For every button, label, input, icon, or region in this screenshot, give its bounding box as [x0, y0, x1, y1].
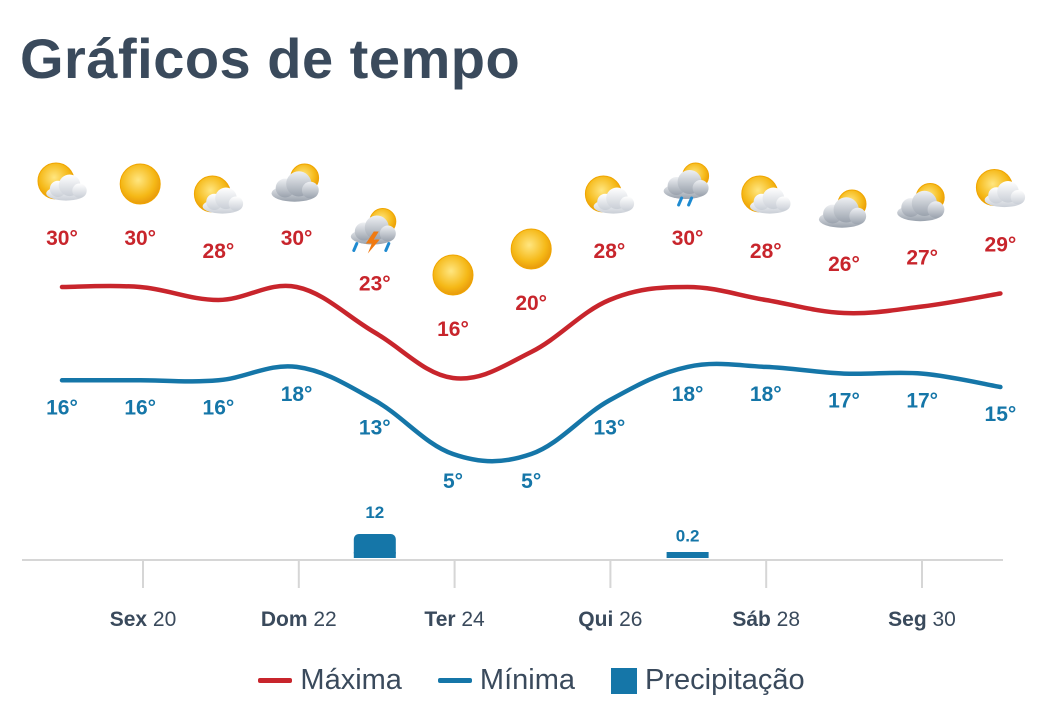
chart-legend: Máxima Mínima Precipitação — [0, 664, 1063, 697]
max-temp-label: 30° — [281, 227, 313, 250]
legend-swatch-precip — [611, 667, 637, 694]
min-temp-label: 17° — [906, 390, 938, 413]
max-temp-label: 28° — [203, 240, 235, 263]
max-temp-label: 30° — [124, 227, 156, 250]
legend-swatch-min — [437, 678, 472, 683]
partly-sunny-icon — [584, 175, 635, 214]
min-temp-label: 18° — [281, 383, 313, 406]
legend-label-min: Mínima — [479, 664, 575, 696]
sun-icon — [510, 228, 552, 270]
min-temp-label: 16° — [124, 396, 156, 419]
sun-icon — [119, 163, 161, 205]
max-temp-label: 30° — [46, 227, 78, 250]
min-temp-label: 13° — [359, 416, 391, 439]
legend-swatch-max — [258, 678, 293, 683]
x-tick-label: Ter 24 — [424, 608, 485, 631]
partly-sunny-icon — [193, 175, 244, 214]
series-line-max — [59, 283, 1003, 381]
sun-icon — [432, 254, 474, 296]
precip-bar-base — [666, 552, 709, 558]
min-temp-label: 16° — [46, 396, 78, 419]
partly-sunny-icon — [741, 175, 791, 214]
min-temp-label: 5° — [443, 470, 463, 493]
rain-icon — [663, 162, 710, 207]
mostly-cloudy-icon — [818, 189, 867, 228]
max-temp-label: 26° — [828, 253, 860, 276]
max-temp-label: 28° — [750, 240, 782, 263]
legend-item-min[interactable]: Mínima — [437, 664, 575, 697]
legend-label-precip: Precipitação — [645, 664, 805, 696]
series-line-min — [59, 361, 1003, 464]
page-title: Gráficos de tempo — [20, 27, 521, 90]
precip-bar-base — [353, 552, 396, 558]
partly-sunny-icon — [37, 162, 87, 201]
precip-label: 12 — [365, 503, 384, 522]
min-temp-label: 17° — [828, 390, 860, 413]
max-temp-label: 16° — [437, 318, 469, 341]
min-temp-label: 18° — [672, 383, 704, 406]
min-temp-label: 15° — [985, 403, 1017, 426]
x-tick-label: Seg 30 — [888, 608, 956, 631]
mostly-cloudy-icon — [897, 183, 945, 222]
precip-label: 0.2 — [676, 527, 700, 546]
mostly-cloudy-icon — [271, 163, 320, 202]
max-temp-label: 23° — [359, 273, 391, 296]
max-temp-label: 20° — [515, 292, 547, 315]
max-temp-label: 28° — [594, 240, 626, 263]
max-temp-label: 29° — [985, 234, 1017, 257]
x-tick-label: Qui 26 — [578, 608, 642, 631]
thunderstorm-icon — [350, 208, 397, 254]
partly-sunny-icon — [975, 169, 1026, 208]
min-temp-label: 13° — [594, 416, 626, 439]
x-tick-label: Dom 22 — [261, 608, 337, 631]
min-temp-label: 5° — [521, 470, 541, 493]
legend-label-max: Máxima — [300, 664, 402, 696]
weather-chart: Sex 20 Dom 22 Ter 24 Qui 26 Sáb 28 Seg 30 12 0… — [22, 162, 1026, 631]
legend-item-max[interactable]: Máxima — [258, 664, 402, 697]
max-temp-label: 30° — [672, 227, 704, 250]
x-tick-label: Sex 20 — [110, 608, 177, 631]
legend-item-precip[interactable]: Precipitação — [611, 664, 805, 697]
min-temp-label: 18° — [750, 383, 782, 406]
min-temp-label: 16° — [203, 396, 235, 419]
x-tick-label: Sáb 28 — [732, 608, 800, 631]
max-temp-label: 27° — [906, 247, 938, 270]
